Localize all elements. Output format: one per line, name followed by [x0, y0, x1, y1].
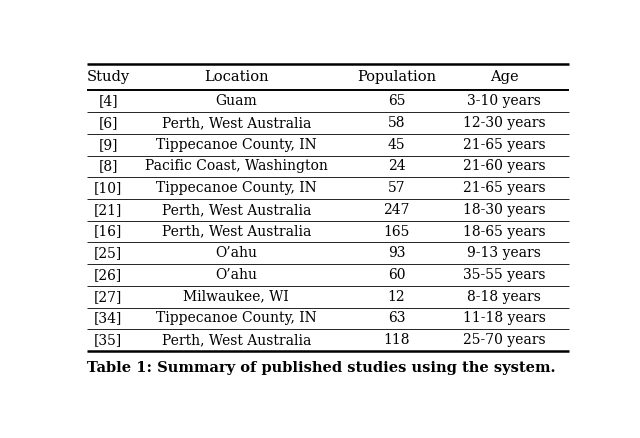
Text: 247: 247 [383, 203, 410, 217]
Text: Milwaukee, WI: Milwaukee, WI [184, 290, 289, 304]
Text: 24: 24 [388, 159, 405, 173]
Text: [10]: [10] [94, 181, 122, 195]
Text: 60: 60 [388, 268, 405, 282]
Text: [4]: [4] [99, 94, 118, 108]
Text: 25-70 years: 25-70 years [463, 333, 545, 347]
Text: [34]: [34] [94, 311, 122, 325]
Text: [27]: [27] [94, 290, 122, 304]
Text: Pacific Coast, Washington: Pacific Coast, Washington [145, 159, 328, 173]
Text: Tippecanoe County, IN: Tippecanoe County, IN [156, 181, 317, 195]
Text: Guam: Guam [216, 94, 257, 108]
Text: O’ahu: O’ahu [215, 268, 257, 282]
Text: 18-30 years: 18-30 years [463, 203, 545, 217]
Text: [21]: [21] [94, 203, 122, 217]
Text: 45: 45 [388, 138, 405, 152]
Text: [16]: [16] [94, 225, 122, 239]
Text: [25]: [25] [94, 246, 122, 260]
Text: Perth, West Australia: Perth, West Australia [161, 333, 311, 347]
Text: O’ahu: O’ahu [215, 246, 257, 260]
Text: 65: 65 [388, 94, 405, 108]
Text: 9-13 years: 9-13 years [467, 246, 541, 260]
Text: Tippecanoe County, IN: Tippecanoe County, IN [156, 311, 317, 325]
Text: 118: 118 [383, 333, 410, 347]
Text: [26]: [26] [94, 268, 122, 282]
Text: 93: 93 [388, 246, 405, 260]
Text: Table 1: Summary of published studies using the system.: Table 1: Summary of published studies us… [88, 361, 556, 375]
Text: [35]: [35] [94, 333, 122, 347]
Text: 8-18 years: 8-18 years [467, 290, 541, 304]
Text: Perth, West Australia: Perth, West Australia [161, 116, 311, 130]
Text: 12: 12 [388, 290, 405, 304]
Text: 35-55 years: 35-55 years [463, 268, 545, 282]
Text: 11-18 years: 11-18 years [463, 311, 545, 325]
Text: 12-30 years: 12-30 years [463, 116, 545, 130]
Text: [9]: [9] [99, 138, 118, 152]
Text: 165: 165 [383, 225, 410, 239]
Text: Population: Population [357, 71, 436, 85]
Text: Study: Study [86, 71, 130, 85]
Text: 57: 57 [388, 181, 405, 195]
Text: Tippecanoe County, IN: Tippecanoe County, IN [156, 138, 317, 152]
Text: Location: Location [204, 71, 269, 85]
Text: [8]: [8] [99, 159, 118, 173]
Text: 21-65 years: 21-65 years [463, 138, 545, 152]
Text: 58: 58 [388, 116, 405, 130]
Text: 21-65 years: 21-65 years [463, 181, 545, 195]
Text: Perth, West Australia: Perth, West Australia [161, 203, 311, 217]
Text: 18-65 years: 18-65 years [463, 225, 545, 239]
Text: 3-10 years: 3-10 years [467, 94, 541, 108]
Text: 63: 63 [388, 311, 405, 325]
Text: Perth, West Australia: Perth, West Australia [161, 225, 311, 239]
Text: [6]: [6] [99, 116, 118, 130]
Text: 21-60 years: 21-60 years [463, 159, 545, 173]
Text: Age: Age [490, 71, 518, 85]
